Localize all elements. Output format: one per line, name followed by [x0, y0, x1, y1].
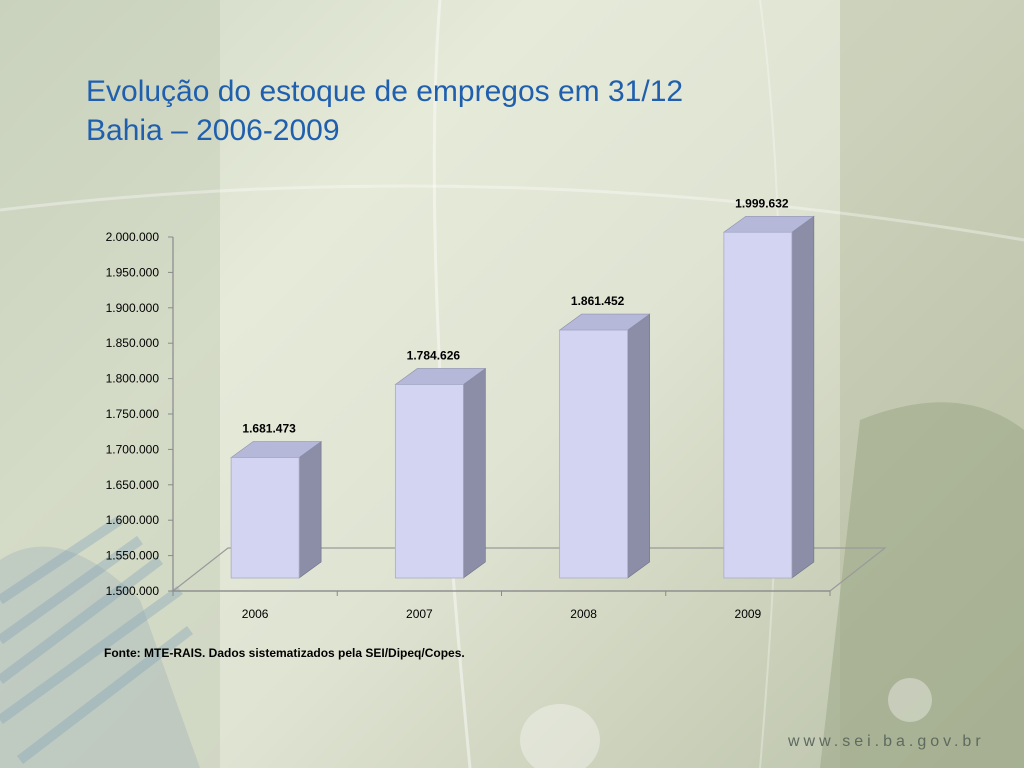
- bar-side-face: [463, 367, 486, 579]
- y-tick-label: 2.000.000: [106, 230, 160, 244]
- y-axis: 1.500.000 1.550.000 1.600.000 1.650.000 1.70…: [106, 230, 174, 598]
- x-tick-label: 2007: [406, 607, 433, 621]
- bar-value-label: 1.999.632: [735, 196, 789, 210]
- employment-bar-chart: 1.500.000 1.550.000 1.600.000 1.650.000 1.70…: [106, 196, 887, 621]
- bar-side-face: [791, 215, 815, 579]
- y-tick-label: 1.900.000: [106, 301, 160, 315]
- y-tick-label: 1.800.000: [106, 372, 160, 386]
- y-tick-label: 1.650.000: [106, 478, 160, 492]
- x-axis: 2006 2007 2008 2009: [172, 590, 831, 621]
- bar-2007: 1.784.626: [394, 348, 487, 579]
- y-tick-label: 1.550.000: [106, 549, 160, 563]
- y-tick-label: 1.850.000: [106, 336, 160, 350]
- bar-2009: 1.999.632: [722, 196, 815, 579]
- slide-title-line-2: Bahia – 2006-2009: [86, 114, 340, 147]
- bar-2008: 1.861.452: [558, 294, 651, 579]
- bar-value-label: 1.681.473: [242, 422, 296, 436]
- source-note: Fonte: MTE-RAIS. Dados sistematizados pe…: [104, 646, 465, 660]
- bar-side-face: [627, 313, 650, 579]
- website-url: www.sei.ba.gov.br: [788, 733, 985, 750]
- x-tick-label: 2006: [242, 607, 269, 621]
- bar-front-face: [230, 457, 300, 579]
- x-tick-label: 2009: [735, 607, 762, 621]
- y-tick-label: 1.700.000: [106, 442, 160, 456]
- y-tick-label: 1.600.000: [106, 513, 160, 527]
- slide-title-line-1: Evolução do estoque de empregos em 31/12: [86, 75, 684, 108]
- bar-front-face: [723, 231, 793, 579]
- bar-2006: 1.681.473: [230, 422, 323, 579]
- bar-front-face: [559, 329, 629, 579]
- y-tick-label: 1.950.000: [106, 265, 160, 279]
- y-tick-label: 1.750.000: [106, 407, 160, 421]
- bar-front-face: [394, 384, 464, 579]
- y-tick-label: 1.500.000: [106, 584, 160, 598]
- slide-title: Evolução do estoque de empregos em 31/12…: [86, 72, 683, 150]
- bar-value-label: 1.861.452: [571, 294, 625, 308]
- bar-side-face: [298, 440, 322, 579]
- x-tick-label: 2008: [570, 607, 597, 621]
- bar-series: 1.681.473 1.784.626 1.861.452 1.999.632: [230, 196, 815, 579]
- bar-value-label: 1.784.626: [407, 348, 461, 362]
